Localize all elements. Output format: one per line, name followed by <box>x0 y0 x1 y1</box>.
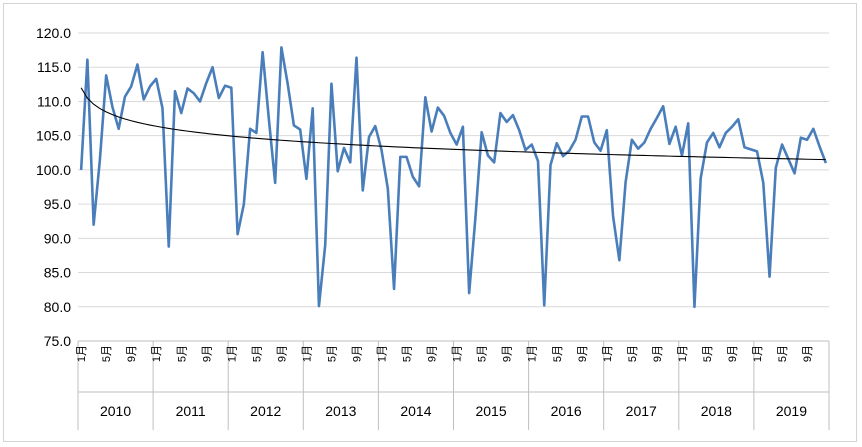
month-tick-label: 5月 <box>326 345 338 362</box>
month-tick-label: 1月 <box>752 345 764 362</box>
month-tick-label: 5月 <box>777 345 789 362</box>
year-tick-label: 2018 <box>701 403 732 419</box>
month-tick-label: 5月 <box>627 345 639 362</box>
y-tick-label: 90.0 <box>44 230 71 246</box>
month-tick-label: 1月 <box>452 345 464 362</box>
month-tick-label: 1月 <box>677 345 689 362</box>
month-tick-label: 5月 <box>402 345 414 362</box>
month-tick-label: 5月 <box>477 345 489 362</box>
y-tick-label: 100.0 <box>36 162 71 178</box>
y-tick-label: 105.0 <box>36 128 71 144</box>
month-tick-label: 9月 <box>577 345 589 362</box>
year-tick-label: 2014 <box>400 403 431 419</box>
month-tick-label: 1月 <box>602 345 614 362</box>
y-tick-label: 95.0 <box>44 196 71 212</box>
year-tick-label: 2013 <box>325 403 356 419</box>
month-tick-label: 5月 <box>101 345 113 362</box>
month-tick-label: 5月 <box>552 345 564 362</box>
year-tick-label: 2015 <box>475 403 506 419</box>
year-tick-label: 2010 <box>100 403 131 419</box>
month-tick-label: 9月 <box>126 345 138 362</box>
y-tick-label: 120.0 <box>36 25 71 41</box>
month-tick-label: 9月 <box>276 345 288 362</box>
month-tick-label: 9月 <box>652 345 664 362</box>
month-tick-label: 1月 <box>527 345 539 362</box>
month-tick-label: 1月 <box>377 345 389 362</box>
trendline <box>80 87 826 161</box>
y-tick-label: 75.0 <box>44 333 71 349</box>
month-tick-label: 9月 <box>502 345 514 362</box>
data-series-line <box>79 46 828 309</box>
year-tick-label: 2017 <box>626 403 657 419</box>
month-tick-label: 9月 <box>351 345 363 362</box>
month-tick-label: 9月 <box>802 345 814 362</box>
year-tick-label: 2019 <box>776 403 807 419</box>
month-tick-label: 9月 <box>727 345 739 362</box>
y-tick-label: 80.0 <box>44 299 71 315</box>
y-tick-label: 110.0 <box>37 93 71 109</box>
month-tick-label: 9月 <box>201 345 213 362</box>
year-tick-label: 2012 <box>250 403 281 419</box>
month-tick-label: 1月 <box>151 345 163 362</box>
month-tick-label: 5月 <box>176 345 188 362</box>
month-tick-label: 1月 <box>301 345 313 362</box>
month-tick-label: 1月 <box>76 345 88 362</box>
y-tick-label: 115.0 <box>37 59 71 75</box>
y-tick-label: 85.0 <box>44 265 71 281</box>
chart-frame <box>3 3 857 442</box>
month-tick-label: 5月 <box>251 345 263 362</box>
month-tick-label: 5月 <box>702 345 714 362</box>
year-tick-label: 2011 <box>176 403 206 419</box>
month-tick-label: 1月 <box>226 345 238 362</box>
month-tick-label: 9月 <box>427 345 439 362</box>
year-tick-label: 2016 <box>551 403 582 419</box>
